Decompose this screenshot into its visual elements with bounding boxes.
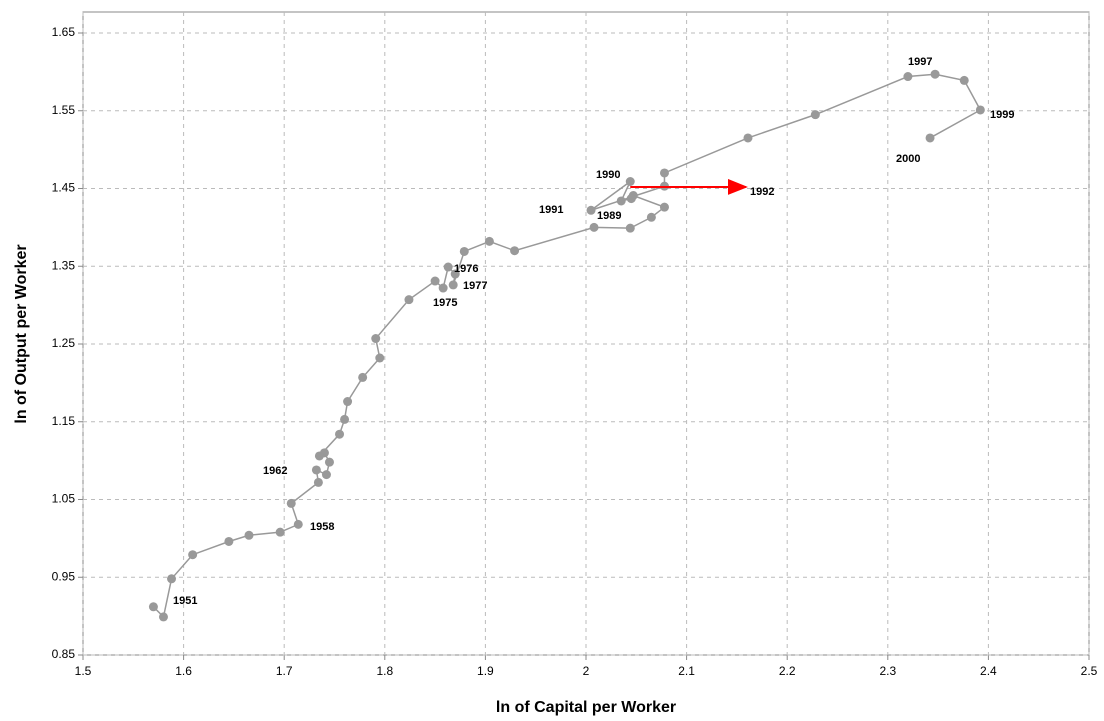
data-point <box>589 222 599 232</box>
annotation: 1958 <box>310 521 334 533</box>
y-tick-label: 0.95 <box>52 569 76 583</box>
data-point <box>167 574 177 584</box>
annotation: 1991 <box>539 204 563 216</box>
data-point <box>358 372 368 382</box>
data-point <box>224 536 234 546</box>
data-point <box>448 280 458 290</box>
x-axis-title: ln of Capital per Worker <box>496 699 676 716</box>
data-point <box>743 133 753 143</box>
y-tick-label: 1.05 <box>52 492 76 506</box>
data-point <box>586 205 596 215</box>
annotation: 2000 <box>896 153 920 165</box>
y-tick-label: 1.35 <box>52 258 76 272</box>
x-tick-label: 2.2 <box>779 664 796 678</box>
data-point <box>625 223 635 233</box>
data-point <box>903 72 913 82</box>
x-tick-label: 1.7 <box>276 664 293 678</box>
annotation: 1977 <box>463 280 487 292</box>
data-point <box>450 269 460 279</box>
data-point <box>321 470 331 480</box>
y-tick-label: 1.65 <box>52 25 76 39</box>
data-point <box>275 527 285 537</box>
x-tick-label: 2.5 <box>1081 664 1098 678</box>
data-point <box>484 236 494 246</box>
y-tick-label: 1.45 <box>52 181 76 195</box>
data-point <box>371 334 381 344</box>
data-point <box>340 414 350 424</box>
y-tick-label: 0.85 <box>52 647 76 661</box>
data-point <box>975 105 985 115</box>
data-point <box>925 133 935 143</box>
y-tick-label: 1.25 <box>52 336 76 350</box>
data-point <box>314 451 324 461</box>
data-point <box>158 612 168 622</box>
data-point <box>375 353 385 363</box>
data-point <box>438 283 448 293</box>
data-point <box>959 75 969 85</box>
annotation: 1992 <box>750 186 774 198</box>
x-tick-label: 1.5 <box>75 664 92 678</box>
data-point <box>510 246 520 256</box>
annotation: 1975 <box>433 297 457 309</box>
data-point <box>626 194 636 204</box>
annotation: 1997 <box>908 56 932 68</box>
data-point <box>930 69 940 79</box>
x-tick-label: 2.1 <box>678 664 695 678</box>
annotation: 1990 <box>596 169 620 181</box>
data-point <box>343 397 353 407</box>
data-point <box>335 429 345 439</box>
data-point <box>313 477 323 487</box>
annotation: 1976 <box>454 263 478 275</box>
annotation: 1951 <box>173 595 197 607</box>
data-point <box>244 530 254 540</box>
y-axis-title: ln of Output per Worker <box>13 244 30 423</box>
x-tick-label: 1.9 <box>477 664 494 678</box>
data-point <box>810 110 820 120</box>
data-point <box>659 202 669 212</box>
data-point <box>659 168 669 178</box>
data-point <box>286 498 296 508</box>
x-tick-label: 2.3 <box>879 664 896 678</box>
annotation: 1999 <box>990 109 1014 121</box>
x-tick-label: 1.6 <box>175 664 192 678</box>
x-tick-label: 2 <box>583 664 590 678</box>
data-point <box>311 465 321 475</box>
data-point <box>646 212 656 222</box>
data-point <box>443 262 453 272</box>
data-point <box>188 550 198 560</box>
data-point <box>324 457 334 467</box>
data-point <box>616 196 626 206</box>
data-point <box>404 295 414 305</box>
data-point <box>625 177 635 187</box>
x-tick-label: 2.4 <box>980 664 997 678</box>
data-point <box>293 519 303 529</box>
annotation: 1962 <box>263 465 287 477</box>
annotation: 1989 <box>597 210 621 222</box>
data-point <box>459 246 469 256</box>
data-point <box>430 276 440 286</box>
y-tick-label: 1.15 <box>52 414 76 428</box>
x-tick-label: 1.8 <box>376 664 393 678</box>
data-point <box>148 602 158 612</box>
y-tick-label: 1.55 <box>52 103 76 117</box>
